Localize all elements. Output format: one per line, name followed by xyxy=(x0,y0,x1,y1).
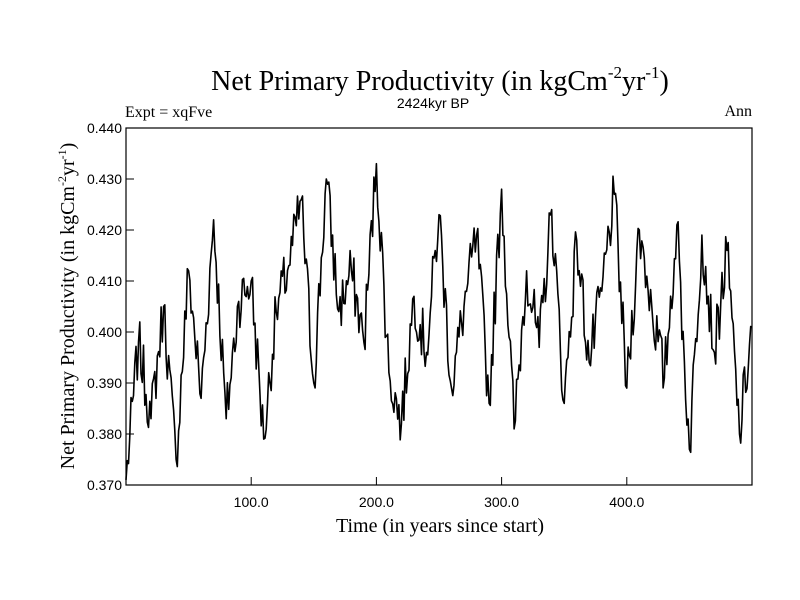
y-tick-label: 0.400 xyxy=(87,324,122,340)
y-axis: 0.370 0.380 0.390 0.400 0.410 0.420 0.430 0.440 xyxy=(87,120,134,493)
y-tick-label: 0.430 xyxy=(87,171,122,187)
x-tick-label: 100.0 xyxy=(234,494,269,510)
x-axis: 100.0 200.0 300.0 400.0 xyxy=(234,477,645,510)
chart-title: Net Primary Productivity (in kgCm-2yr-1) xyxy=(211,63,669,97)
y-tick-label: 0.440 xyxy=(87,120,122,136)
y-tick-label: 0.420 xyxy=(87,222,122,238)
x-tick-label: 200.0 xyxy=(359,494,394,510)
y-tick-label: 0.370 xyxy=(87,477,122,493)
y-tick-label: 0.380 xyxy=(87,426,122,442)
y-tick-label: 0.390 xyxy=(87,375,122,391)
series-line xyxy=(125,162,753,480)
x-axis-label: Time (in years since start) xyxy=(336,515,544,537)
plot-frame xyxy=(125,127,753,486)
season-label: Ann xyxy=(724,103,752,120)
y-axis-label: Net Primary Productivity (in kgCm-2yr-1) xyxy=(55,143,79,470)
x-tick-label: 300.0 xyxy=(484,494,519,510)
chart-subtitle: 2424kyr BP xyxy=(397,95,469,111)
y-tick-label: 0.410 xyxy=(87,273,122,289)
experiment-label: Expt = xqFve xyxy=(125,104,212,121)
x-tick-label: 400.0 xyxy=(609,494,644,510)
